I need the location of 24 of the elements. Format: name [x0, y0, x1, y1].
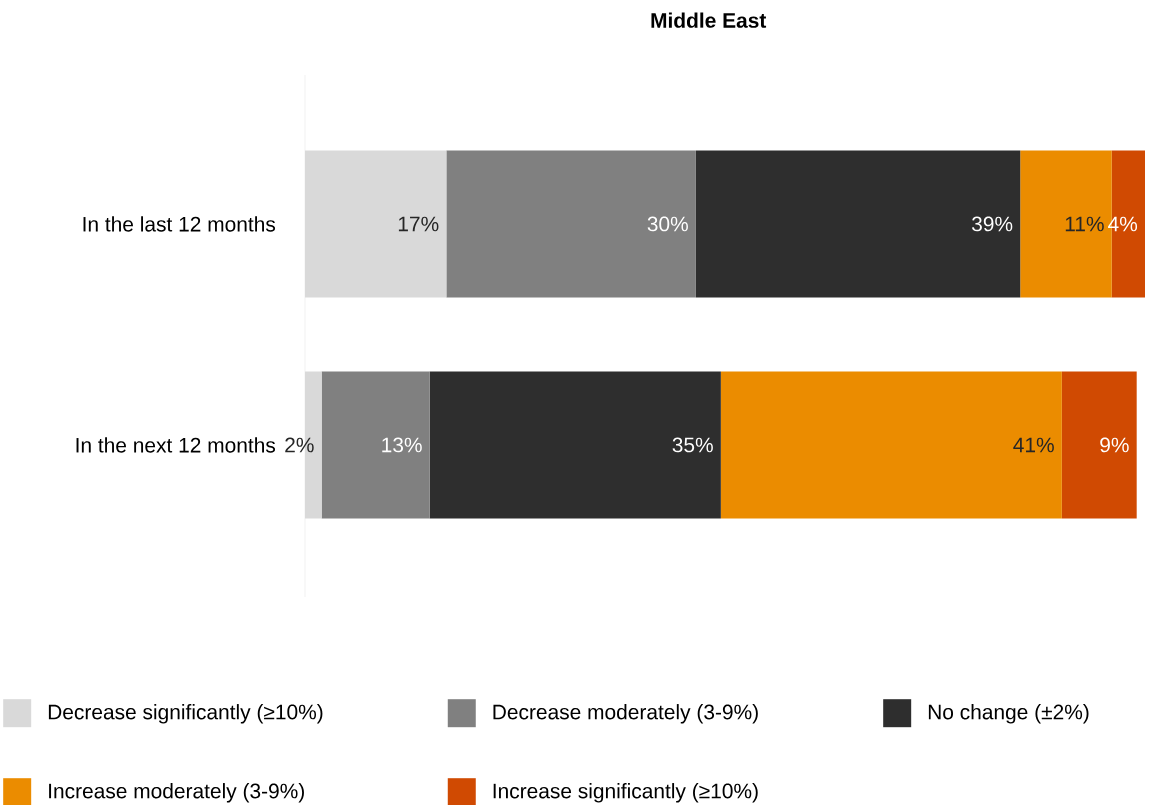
bar [446, 150, 696, 298]
legend-label: Decrease significantly (≥10%) [48, 704, 323, 724]
bar [720, 371, 1062, 519]
y-tick-label: In the last 12 months [83, 216, 276, 232]
data-label: 11% [1065, 216, 1104, 232]
data-label: 4% [1108, 216, 1138, 232]
data-label: 13% [382, 437, 422, 453]
y-tick-label: In the next 12 months [76, 437, 276, 453]
data-label: 39% [971, 216, 1013, 232]
data-label: 30% [647, 216, 688, 232]
bar [429, 371, 721, 519]
bar [695, 150, 1021, 298]
legend-label: Increase significantly (≥10%) [493, 783, 758, 803]
bar [321, 371, 430, 519]
data-label: 35% [672, 437, 713, 453]
data-label: 17% [398, 216, 439, 232]
bar [1061, 371, 1137, 519]
data-label: 9% [1100, 437, 1129, 453]
data-label: 41% [1013, 437, 1054, 453]
legend-label: Decrease moderately (3-9%) [493, 704, 758, 724]
chart-title: Middle East [651, 12, 767, 28]
legend-label: No change (±2%) [928, 704, 1089, 724]
legend-label: Increase moderately (3-9%) [49, 783, 304, 803]
data-label: 2% [285, 437, 314, 453]
